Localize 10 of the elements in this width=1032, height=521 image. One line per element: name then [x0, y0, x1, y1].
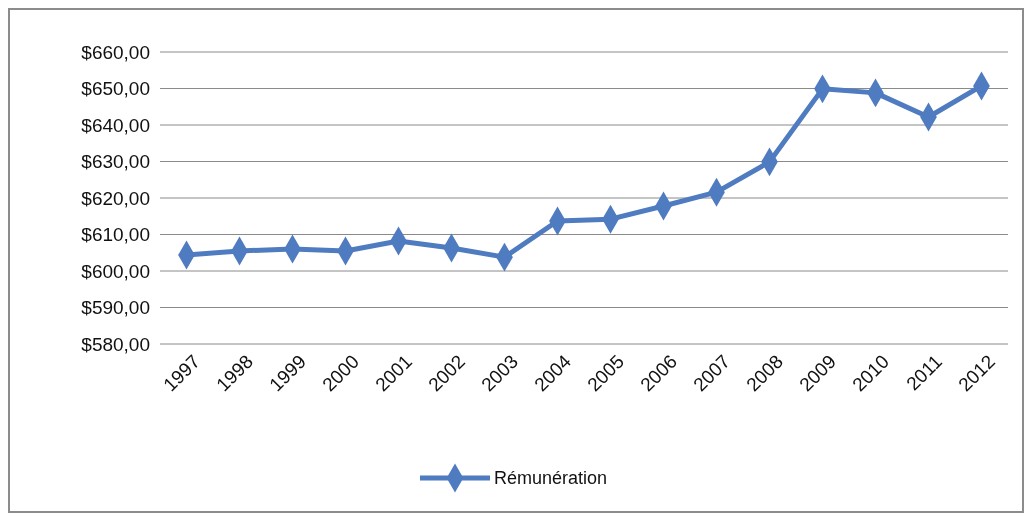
y-tick-label: $630,00	[81, 151, 150, 173]
y-tick-label: $600,00	[81, 260, 150, 282]
y-tick-label: $610,00	[81, 224, 150, 246]
y-tick-label: $590,00	[81, 297, 150, 319]
y-tick-label: $580,00	[81, 333, 150, 355]
y-tick-label: $640,00	[81, 114, 150, 136]
y-tick-label: $650,00	[81, 78, 150, 100]
y-tick-label: $620,00	[81, 187, 150, 209]
y-tick-label: $660,00	[81, 41, 150, 63]
legend-label: Rémunération	[494, 468, 608, 489]
